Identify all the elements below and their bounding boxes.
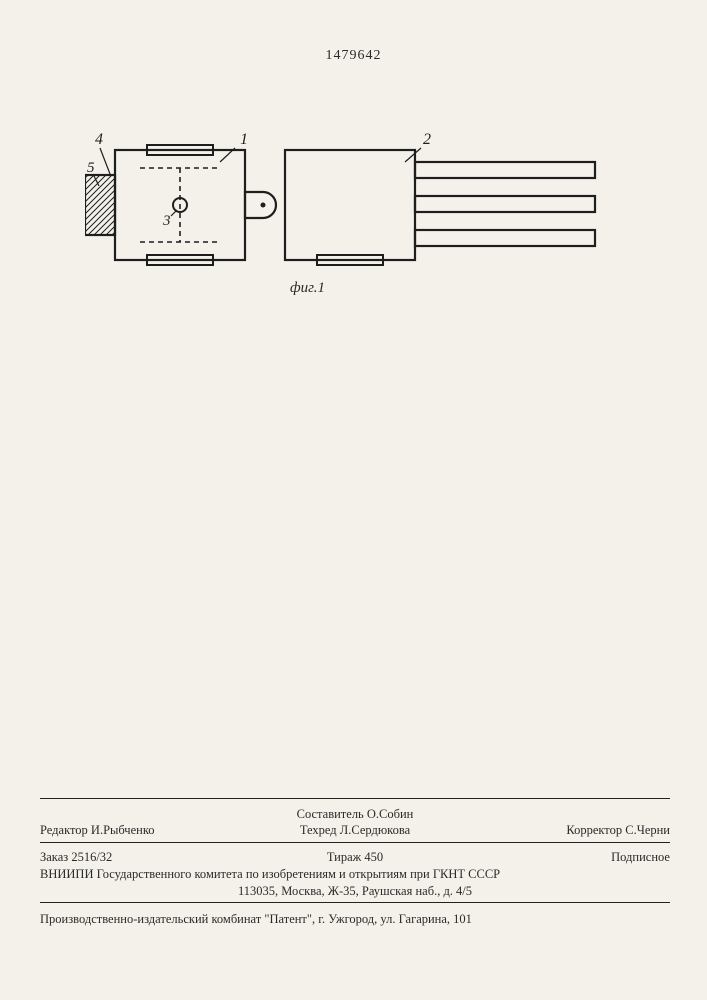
tirazh-value: 450 — [364, 850, 383, 864]
right-block — [285, 150, 415, 260]
org-line2: 113035, Москва, Ж-35, Раушская наб., д. … — [40, 883, 670, 900]
compiler-label: Составитель — [297, 807, 364, 821]
callout-2: 2 — [423, 131, 431, 148]
org-line1: ВНИИПИ Государственного комитета по изоб… — [40, 866, 670, 883]
callout-1: 1 — [240, 131, 248, 148]
editor-name: И.Рыбченко — [91, 823, 155, 837]
editor-cell: Редактор И.Рыбченко — [40, 822, 250, 839]
corrector-label: Корректор — [566, 823, 622, 837]
corrector-cell: Корректор С.Черни — [460, 822, 670, 839]
org-block: ВНИИПИ Государственного комитета по изоб… — [40, 866, 670, 900]
fork-2 — [415, 196, 595, 212]
zakaz-cell: Заказ 2516/32 — [40, 850, 250, 865]
corrector-name: С.Черни — [625, 823, 670, 837]
tirazh-cell: Тираж 450 — [250, 850, 460, 865]
fork-1 — [415, 162, 595, 178]
techred-cell: Техред Л.Сердюкова — [250, 822, 460, 839]
callout-5: 5 — [87, 160, 95, 176]
tirazh-label: Тираж — [327, 850, 361, 864]
figure-svg: 1 2 3 4 5 — [85, 130, 605, 280]
callout-3-leader — [171, 210, 177, 216]
zakaz-value: 2516/32 — [71, 850, 112, 864]
counterweight — [85, 175, 115, 235]
zakaz-label: Заказ — [40, 850, 68, 864]
figure-caption: фиг.1 — [290, 280, 325, 297]
podpis-cell: Подписное — [460, 850, 670, 865]
callout-3: 3 — [162, 213, 171, 229]
callout-4-leader — [100, 148, 110, 174]
patent-number: 1479642 — [0, 48, 707, 64]
techred-name: Л.Сердюкова — [340, 823, 410, 837]
credits-row: Редактор И.Рыбченко Техред Л.Сердюкова К… — [40, 822, 670, 839]
order-row: Заказ 2516/32 Тираж 450 Подписное — [40, 850, 670, 865]
fork-3 — [415, 230, 595, 246]
figure-1: 1 2 3 4 5 — [85, 130, 605, 280]
hinge-pin — [261, 203, 266, 208]
page: 1479642 — [0, 0, 707, 1000]
techred-label: Техред — [300, 823, 337, 837]
rule-bottom — [40, 902, 670, 903]
rule-mid — [40, 842, 670, 843]
callout-4: 4 — [95, 131, 103, 148]
rule-top — [40, 798, 670, 799]
credits-compiler: Составитель О.Собин — [40, 806, 670, 823]
publisher-line: Производственно-издательский комбинат "П… — [40, 912, 670, 927]
compiler-name: О.Собин — [367, 807, 413, 821]
editor-label: Редактор — [40, 823, 88, 837]
